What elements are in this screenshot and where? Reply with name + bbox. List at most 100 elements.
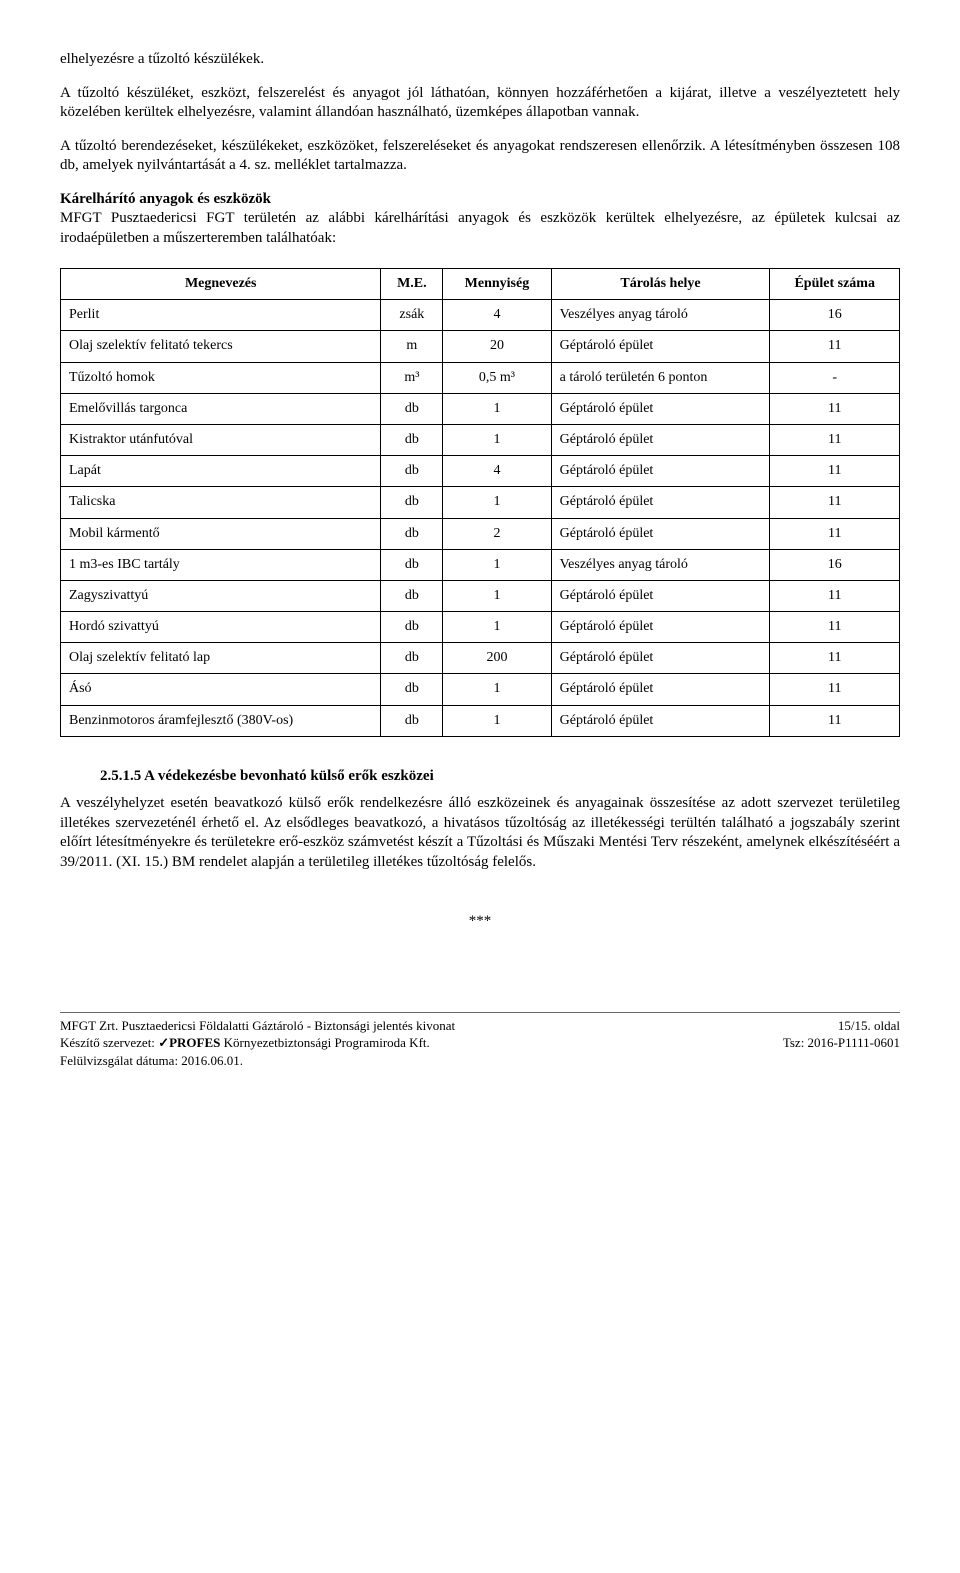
table-cell: 1 — [443, 549, 551, 580]
table-cell: 4 — [443, 300, 551, 331]
table-row: Olaj szelektív felitató tekercsm20Géptár… — [61, 331, 900, 362]
table-cell: 11 — [770, 580, 900, 611]
table-cell: 1 — [443, 674, 551, 705]
karelharito-block: Kárelhárító anyagok és eszközök MFGT Pus… — [60, 190, 900, 249]
footer-left-line3: Felülvizsgálat dátuma: 2016.06.01. — [60, 1052, 455, 1070]
table-cell: Ásó — [61, 674, 381, 705]
table-cell: Veszélyes anyag tároló — [551, 300, 770, 331]
table-cell: db — [381, 393, 443, 424]
footer-left: MFGT Zrt. Pusztaedericsi Földalatti Gázt… — [60, 1017, 455, 1070]
table-cell: db — [381, 518, 443, 549]
table-row: Mobil kármentődb2Géptároló épület11 — [61, 518, 900, 549]
table-cell: Benzinmotoros áramfejlesztő (380V-os) — [61, 705, 381, 736]
th-me: M.E. — [381, 269, 443, 300]
paragraph-section-body: A veszélyhelyzet esetén beavatkozó külső… — [60, 794, 900, 872]
table-cell: Géptároló épület — [551, 643, 770, 674]
table-cell: 11 — [770, 424, 900, 455]
table-row: Hordó szivattyúdb1Géptároló épület11 — [61, 612, 900, 643]
table-cell: 0,5 m³ — [443, 362, 551, 393]
th-mennyiseg: Mennyiség — [443, 269, 551, 300]
table-cell: 1 — [443, 612, 551, 643]
section-heading: 2.5.1.5 A védekezésbe bevonható külső er… — [100, 767, 900, 787]
table-cell: Tűzoltó homok — [61, 362, 381, 393]
table-row: Perlitzsák4Veszélyes anyag tároló16 — [61, 300, 900, 331]
table-cell: Hordó szivattyú — [61, 612, 381, 643]
footer-org: Környezetbiztonsági Programiroda Kft. — [220, 1035, 429, 1050]
table-cell: 16 — [770, 549, 900, 580]
table-cell: 11 — [770, 456, 900, 487]
table-cell: 11 — [770, 643, 900, 674]
table-row: 1 m3-es IBC tartálydb1Veszélyes anyag tá… — [61, 549, 900, 580]
table-cell: db — [381, 456, 443, 487]
table-cell: 11 — [770, 518, 900, 549]
footer-profes: ✓PROFES — [158, 1035, 220, 1050]
table-cell: db — [381, 612, 443, 643]
table-cell: Kistraktor utánfutóval — [61, 424, 381, 455]
table-cell: 1 — [443, 580, 551, 611]
table-row: Emelővillás targoncadb1Géptároló épület1… — [61, 393, 900, 424]
table-cell: 11 — [770, 674, 900, 705]
table-cell: 11 — [770, 705, 900, 736]
table-cell: 1 — [443, 424, 551, 455]
table-cell: Lapát — [61, 456, 381, 487]
footer-tsz: Tsz: 2016-P1111-0601 — [783, 1034, 900, 1052]
page-footer: MFGT Zrt. Pusztaedericsi Földalatti Gázt… — [60, 1012, 900, 1070]
table-cell: Géptároló épület — [551, 580, 770, 611]
table-cell: Géptároló épület — [551, 393, 770, 424]
table-cell: a tároló területén 6 ponton — [551, 362, 770, 393]
table-cell: 20 — [443, 331, 551, 362]
table-cell: db — [381, 549, 443, 580]
table-cell: Zagyszivattyú — [61, 580, 381, 611]
th-megnevezes: Megnevezés — [61, 269, 381, 300]
table-cell: db — [381, 580, 443, 611]
footer-left-line2: Készítő szervezet: ✓PROFES Környezetbizt… — [60, 1034, 455, 1052]
table-cell: Géptároló épület — [551, 487, 770, 518]
table-cell: db — [381, 705, 443, 736]
table-cell: db — [381, 643, 443, 674]
table-cell: Géptároló épület — [551, 424, 770, 455]
paragraph-intro-3: A tűzoltó berendezéseket, készülékeket, … — [60, 137, 900, 176]
footer-left-line1: MFGT Zrt. Pusztaedericsi Földalatti Gázt… — [60, 1017, 455, 1035]
th-tarolas: Tárolás helye — [551, 269, 770, 300]
table-cell: db — [381, 487, 443, 518]
table-row: Talicskadb1Géptároló épület11 — [61, 487, 900, 518]
table-cell: 1 — [443, 705, 551, 736]
table-row: Benzinmotoros áramfejlesztő (380V-os)db1… — [61, 705, 900, 736]
paragraph-intro-1: elhelyezésre a tűzoltó készülékek. — [60, 50, 900, 70]
table-row: Zagyszivattyúdb1Géptároló épület11 — [61, 580, 900, 611]
table-cell: zsák — [381, 300, 443, 331]
table-row: Kistraktor utánfutóvaldb1Géptároló épüle… — [61, 424, 900, 455]
table-cell: 11 — [770, 393, 900, 424]
table-cell: 16 — [770, 300, 900, 331]
table-row: Ásódb1Géptároló épület11 — [61, 674, 900, 705]
table-cell: Géptároló épület — [551, 331, 770, 362]
table-cell: Talicska — [61, 487, 381, 518]
table-cell: Géptároló épület — [551, 705, 770, 736]
footer-page-number: 15/15. oldal — [783, 1017, 900, 1035]
table-cell: 2 — [443, 518, 551, 549]
table-cell: Géptároló épület — [551, 518, 770, 549]
table-cell: 200 — [443, 643, 551, 674]
table-cell: 1 m3-es IBC tartály — [61, 549, 381, 580]
table-cell: - — [770, 362, 900, 393]
footer-right: 15/15. oldal Tsz: 2016-P1111-0601 — [783, 1017, 900, 1070]
th-epulet: Épület száma — [770, 269, 900, 300]
table-cell: 1 — [443, 393, 551, 424]
table-cell: Géptároló épület — [551, 612, 770, 643]
table-cell: Perlit — [61, 300, 381, 331]
table-cell: Géptároló épület — [551, 674, 770, 705]
table-cell: Géptároló épület — [551, 456, 770, 487]
table-cell: m — [381, 331, 443, 362]
table-cell: db — [381, 674, 443, 705]
table-row: Tűzoltó homokm³0,5 m³a tároló területén … — [61, 362, 900, 393]
table-header-row: Megnevezés M.E. Mennyiség Tárolás helye … — [61, 269, 900, 300]
table-cell: 1 — [443, 487, 551, 518]
table-cell: m³ — [381, 362, 443, 393]
table-cell: 11 — [770, 331, 900, 362]
footer-prep-label: Készítő szervezet: — [60, 1035, 158, 1050]
table-cell: Mobil kármentő — [61, 518, 381, 549]
table-row: Olaj szelektív felitató lapdb200Géptárol… — [61, 643, 900, 674]
karelharito-body: MFGT Pusztaedericsi FGT területén az alá… — [60, 210, 900, 246]
separator-stars: *** — [60, 912, 900, 932]
paragraph-intro-2: A tűzoltó készüléket, eszközt, felszerel… — [60, 84, 900, 123]
